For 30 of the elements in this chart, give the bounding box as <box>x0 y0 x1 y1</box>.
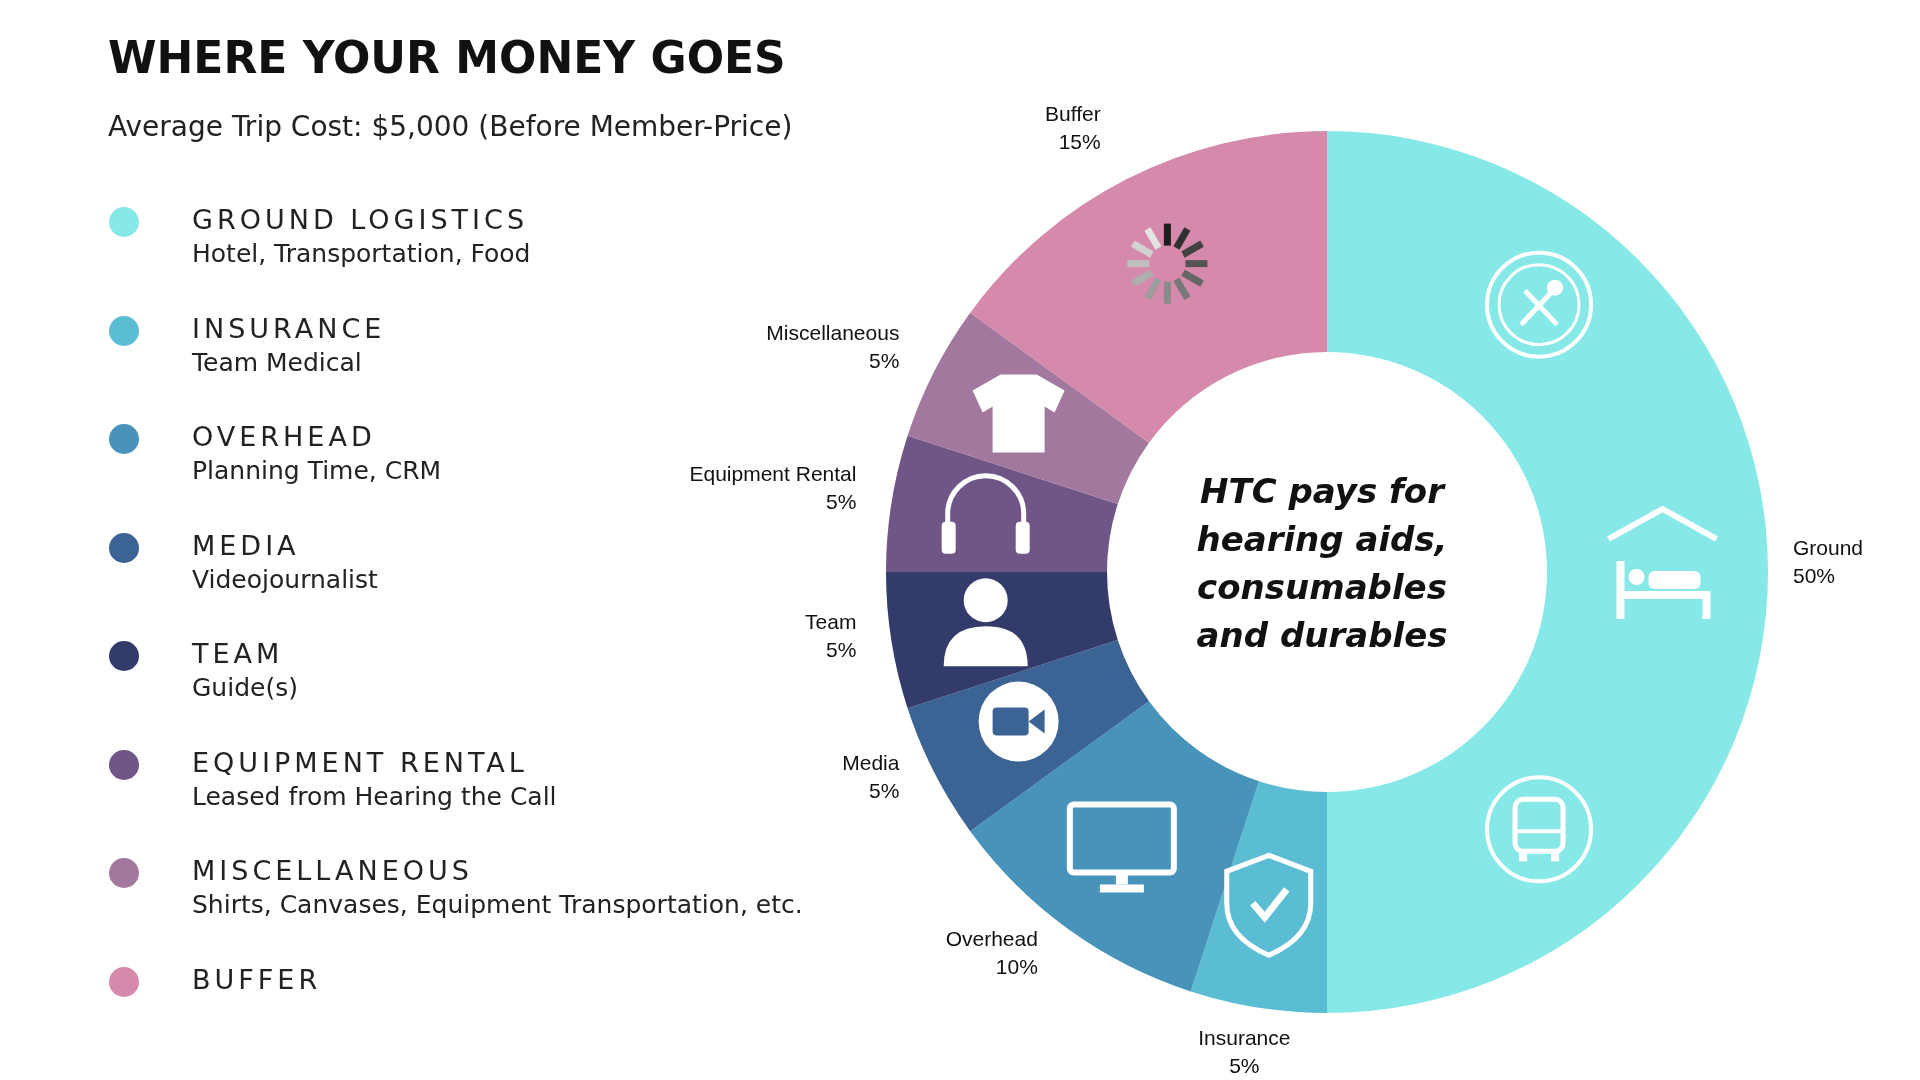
data-label: 10% <box>995 955 1038 979</box>
text: EQUIPMENT RENTAL Leased from Hearing the Call <box>192 746 557 811</box>
text: MEDIA Videojournalist <box>192 529 378 594</box>
data-label: 5% <box>826 490 857 514</box>
text: Average Trip Cost: $5,000 (Before Member-Price) <box>108 110 793 143</box>
data-label: 5% <box>869 779 900 803</box>
chart-title: WHERE YOUR MONEY GOES <box>108 32 786 83</box>
slice-label: Buffer <box>1045 101 1101 125</box>
text: MISCELLANEOUS Shirts, Canvases, Equipment Transportation, etc. <box>192 855 803 919</box>
data-label: 5% <box>1229 1054 1260 1078</box>
text: INSURANCE Team Medical <box>192 312 386 377</box>
slice-label: Overhead <box>945 927 1038 951</box>
slice-label: Miscellaneous <box>766 320 900 344</box>
data-label: 5% <box>826 637 857 661</box>
slice-label: Team <box>805 609 857 633</box>
donut-slice <box>886 435 1118 572</box>
donut-slice <box>1190 781 1327 1013</box>
data-label: 5% <box>869 348 900 372</box>
slice-label: Ground <box>1793 536 1864 559</box>
data-label: 50% <box>1793 564 1836 587</box>
slice-label: Media <box>842 751 900 775</box>
text: GROUND LOGISTICS Hotel, Transportation, Food <box>192 204 531 268</box>
text: BUFFER <box>192 963 322 995</box>
slice-label: Equipment Rental <box>689 462 857 486</box>
donut-slice <box>970 131 1327 443</box>
data-label: 15% <box>1058 129 1101 153</box>
text: TEAM Guide(s) <box>192 638 298 702</box>
slice-label: Insurance <box>1198 1026 1291 1050</box>
text: HTC pays for hearing aids, consumables and durables <box>1195 470 1449 657</box>
text: OVERHEAD Planning Time, CRM <box>192 421 442 485</box>
